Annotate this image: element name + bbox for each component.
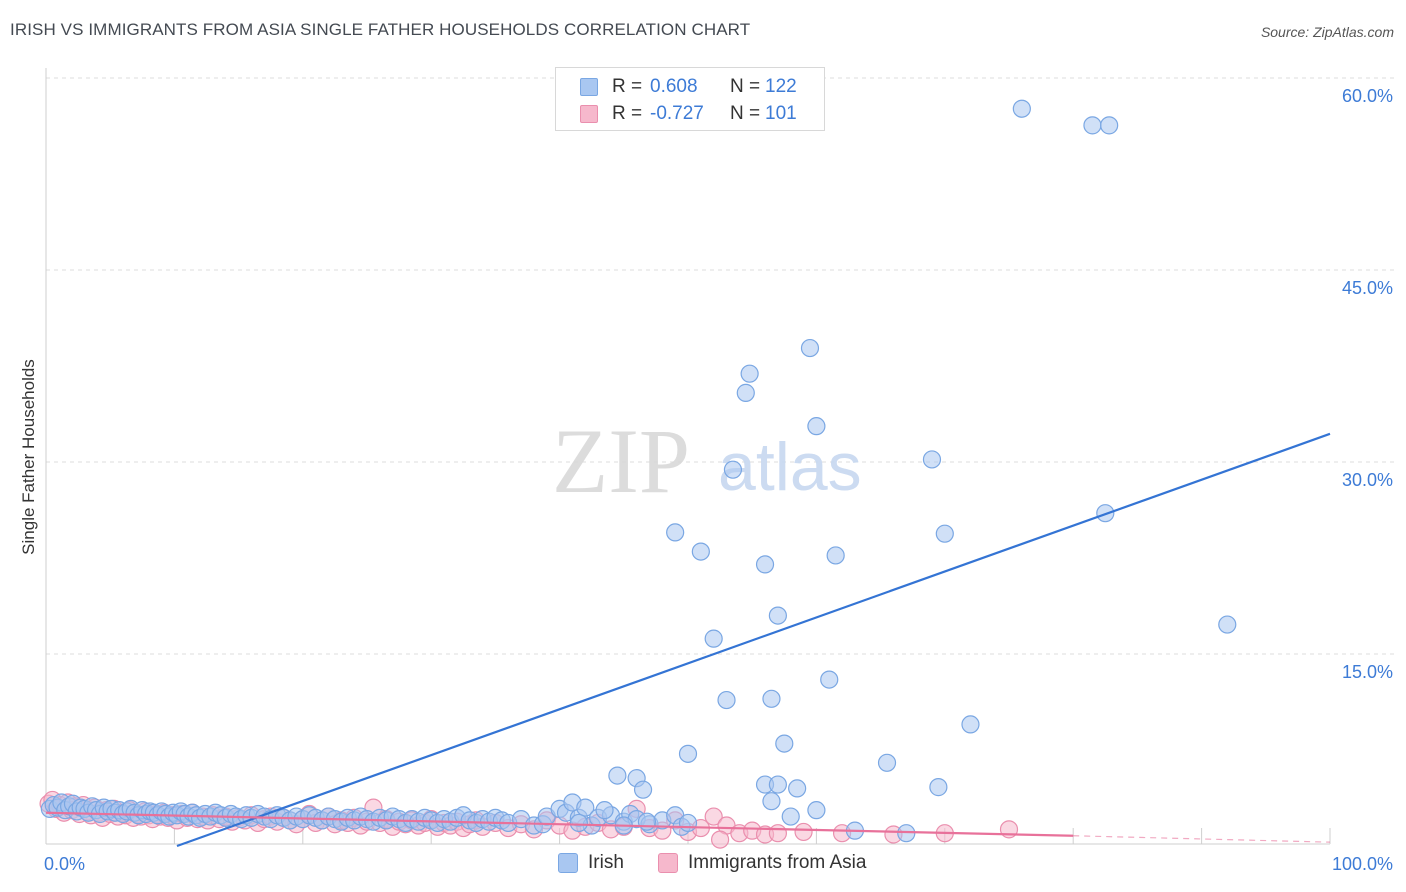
x-tick-label: 0.0% — [44, 854, 85, 874]
irish-point — [775, 734, 794, 753]
legend-row-irish: R = 0.608 N = 122 — [580, 76, 797, 98]
tick-labels: 15.0% 30.0% 45.0% 60.0% 0.0% 100.0% — [44, 86, 1393, 874]
y-tick-label: 45.0% — [1342, 278, 1393, 298]
trend-lines — [45, 432, 1331, 848]
series-legend: Irish Immigrants from Asia — [0, 852, 1406, 876]
irish-point — [666, 523, 685, 542]
irish-point — [678, 813, 698, 833]
irish-point — [1012, 99, 1031, 118]
irish-point — [788, 779, 807, 798]
asia-trend-extension — [1073, 835, 1331, 843]
y-tick-label: 30.0% — [1342, 470, 1393, 490]
chart-title: IRISH VS IMMIGRANTS FROM ASIA SINGLE FAT… — [10, 20, 751, 39]
irish-point — [1083, 116, 1102, 135]
irish-point — [820, 670, 839, 689]
legend-item-irish[interactable]: Irish — [558, 852, 624, 874]
irish-point — [935, 524, 954, 543]
irish-point — [929, 778, 948, 797]
irish-point — [717, 690, 736, 710]
asia-legend-swatch — [658, 853, 678, 873]
r-value: 0.608 — [650, 76, 698, 97]
irish-point — [768, 775, 787, 794]
irish-point — [595, 801, 614, 820]
irish-point — [740, 364, 759, 383]
irish-point — [633, 780, 653, 799]
irish-point — [800, 338, 820, 358]
irish-point — [826, 546, 845, 565]
irish-point — [1218, 615, 1237, 634]
n-label: N = — [730, 103, 761, 124]
irish-point — [637, 812, 657, 831]
irish-point — [781, 807, 800, 826]
irish-point — [755, 555, 775, 574]
r-label: R = — [612, 103, 643, 124]
irish-point — [768, 606, 787, 625]
n-label: N = — [730, 76, 761, 97]
irish-point — [762, 689, 781, 708]
asia-trend-line — [45, 811, 1074, 837]
legend-label-asia: Immigrants from Asia — [688, 852, 867, 873]
irish-point — [762, 792, 781, 811]
irish-trend-line — [176, 432, 1331, 848]
irish-point — [961, 715, 980, 734]
irish-point — [877, 753, 897, 772]
watermark-atlas: atlas — [718, 429, 862, 505]
y-tick-label: 60.0% — [1342, 86, 1393, 106]
x-tick-label: 100.0% — [1332, 854, 1393, 874]
asia-point — [704, 807, 723, 826]
irish-swatch — [580, 78, 598, 96]
irish-point — [576, 798, 595, 817]
correlation-legend: R = 0.608 N = 122 R = -0.727 N = 101 — [555, 67, 825, 131]
irish-point — [608, 766, 627, 785]
irish-point — [678, 744, 698, 763]
irish-point — [691, 542, 710, 561]
irish-point — [1100, 116, 1119, 135]
irish-point — [922, 450, 942, 469]
asia-swatch — [580, 105, 598, 123]
y-axis-label: Single Father Households — [19, 359, 38, 555]
legend-row-asia: R = -0.727 N = 101 — [580, 103, 797, 125]
source-label: Source: ZipAtlas.com — [1260, 24, 1394, 40]
asia-point — [768, 824, 787, 843]
grid-lines — [46, 77, 1394, 655]
n-value: 101 — [765, 103, 797, 124]
asia-point — [794, 822, 813, 842]
irish-point — [704, 629, 723, 648]
legend-item-asia[interactable]: Immigrants from Asia — [658, 852, 866, 874]
irish-point — [807, 801, 826, 820]
legend-label-irish: Irish — [588, 852, 624, 873]
watermark-zip: ZIP — [552, 410, 690, 512]
irish-point — [736, 383, 755, 402]
r-label: R = — [612, 76, 643, 97]
r-value: -0.727 — [650, 103, 704, 124]
irish-legend-swatch — [558, 853, 578, 873]
watermark: ZIP atlas — [552, 410, 862, 512]
irish-point — [569, 813, 588, 833]
asia-point — [710, 830, 730, 849]
n-value: 122 — [765, 76, 797, 97]
y-tick-label: 15.0% — [1342, 662, 1393, 682]
irish-point — [723, 460, 743, 479]
irish-point — [807, 417, 826, 436]
